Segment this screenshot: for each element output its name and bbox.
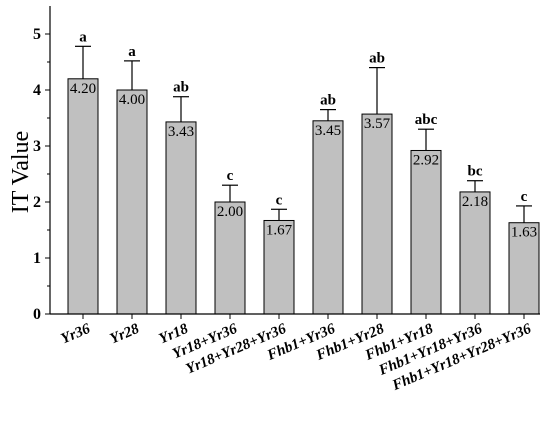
bar-6	[361, 113, 393, 315]
significance-label-3: c	[227, 168, 234, 184]
value-label-0: 4.20	[70, 81, 96, 97]
x-tick-label-0: Yr36	[59, 321, 93, 348]
x-tick-label-1: Yr28	[108, 321, 142, 348]
y-tick-label-2: 2	[33, 194, 41, 211]
value-label-6: 3.57	[364, 116, 391, 132]
significance-label-7: abc	[415, 112, 438, 128]
significance-label-9: c	[521, 189, 528, 205]
y-axis-title: IT Value	[8, 131, 34, 213]
value-label-8: 2.18	[462, 194, 488, 210]
significance-label-4: c	[276, 192, 283, 208]
bar-8	[459, 191, 491, 315]
y-tick-label-4: 4	[33, 82, 41, 99]
significance-label-2: ab	[173, 80, 189, 96]
value-label-9: 1.63	[511, 225, 537, 241]
significance-label-8: bc	[468, 164, 483, 180]
value-label-1: 4.00	[119, 92, 145, 108]
bar-0	[67, 78, 99, 315]
significance-label-5: ab	[320, 93, 336, 109]
bar-5	[312, 120, 344, 315]
value-label-4: 1.67	[266, 222, 293, 238]
significance-label-6: ab	[369, 51, 385, 67]
value-label-2: 3.43	[168, 124, 194, 140]
bar-1	[116, 89, 148, 315]
value-label-3: 2.00	[217, 204, 243, 220]
bar-7	[410, 149, 442, 315]
bar-2	[165, 121, 197, 315]
significance-label-0: a	[79, 29, 87, 45]
y-tick-label-3: 3	[33, 138, 41, 155]
y-tick-label-0: 0	[33, 306, 41, 323]
bars-layer: a 4.20 a 4.00 ab 3.43 c 2.00 c 1.67 ab 3.45 ab 3.57 ab…	[67, 29, 540, 315]
value-label-5: 3.45	[315, 123, 341, 139]
value-label-7: 2.92	[413, 152, 439, 168]
y-tick-label-5: 5	[33, 26, 41, 43]
y-tick-label-1: 1	[33, 250, 41, 267]
significance-label-1: a	[128, 44, 136, 60]
